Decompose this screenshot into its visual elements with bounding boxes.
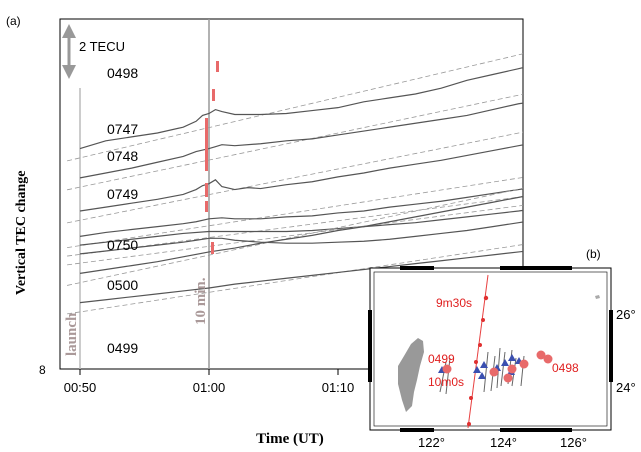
trend-line <box>67 244 523 315</box>
trend-line <box>67 131 523 224</box>
ten-min-label: 10 min. <box>193 277 209 325</box>
onset-marker <box>205 201 208 212</box>
trend-line <box>67 93 523 191</box>
onset-markers <box>205 61 219 254</box>
panel-a-label: (a) <box>6 14 21 28</box>
x-tick-label: 01:00 <box>193 380 226 395</box>
series-labels: 0498 0747 0748 0749 0750 0500 0499 <box>107 65 138 356</box>
series-line <box>79 102 523 179</box>
series-label: 0499 <box>107 340 138 356</box>
trajectory-points <box>467 295 489 426</box>
trend-line <box>67 53 523 162</box>
series-line <box>79 67 523 150</box>
series-layer <box>67 53 523 315</box>
time-annotation: 9m30s <box>436 296 472 310</box>
series-label: 0747 <box>107 121 138 137</box>
panel-b-label: (b) <box>586 247 601 261</box>
series-line <box>79 209 523 246</box>
x-axis: 00:50 01:00 01:10 Time (UT) <box>64 369 355 447</box>
taiwan-landmass <box>398 338 424 412</box>
onset-marker <box>205 183 208 197</box>
trend-line <box>67 187 523 286</box>
onset-marker <box>205 118 208 171</box>
map-x-tick: 124° <box>490 435 517 450</box>
series-line <box>79 195 523 274</box>
ipp-points <box>442 350 553 383</box>
series-line <box>79 250 523 304</box>
series-label: 0749 <box>107 186 138 202</box>
series-line <box>79 188 523 237</box>
x-tick-label: 01:10 <box>322 380 355 395</box>
trend-line <box>67 196 523 257</box>
map-x-tick: 126° <box>560 435 587 450</box>
launch-label: launch <box>64 312 80 356</box>
island <box>595 295 600 299</box>
scale-bar: 2 TECU <box>62 24 125 79</box>
series-label: 0500 <box>107 277 138 293</box>
trend-line <box>67 177 523 249</box>
time-annotation: 10m0s <box>428 375 464 389</box>
y-tick-label: 8 <box>39 363 46 377</box>
y-axis-label: Vertical TEC change <box>14 171 29 295</box>
x-tick-label: 00:50 <box>64 380 97 395</box>
series-label: 0748 <box>107 148 138 164</box>
rocket-trajectory <box>467 274 489 429</box>
series-line <box>79 144 523 212</box>
map-y-tick: 24° <box>616 380 636 395</box>
panel-b: (b) <box>368 247 636 450</box>
map-x-tick: 122° <box>418 435 445 450</box>
map-y-tick: 26° <box>616 307 636 322</box>
station-annotation: 0498 <box>552 361 579 375</box>
station-annotation: 0499 <box>428 352 455 366</box>
onset-marker <box>216 61 219 72</box>
series-label: 0498 <box>107 65 138 81</box>
onset-marker <box>211 242 214 254</box>
x-axis-label: Time (UT) <box>256 431 324 447</box>
series-label: 0750 <box>107 237 138 253</box>
panel-a: (a) 2 TECU 0498 0747 0748 0749 <box>6 14 524 447</box>
map-frame <box>368 266 613 432</box>
series-line <box>79 221 523 255</box>
plot-frame <box>59 18 524 370</box>
scale-bar-label: 2 TECU <box>79 39 125 54</box>
onset-marker <box>212 89 215 101</box>
